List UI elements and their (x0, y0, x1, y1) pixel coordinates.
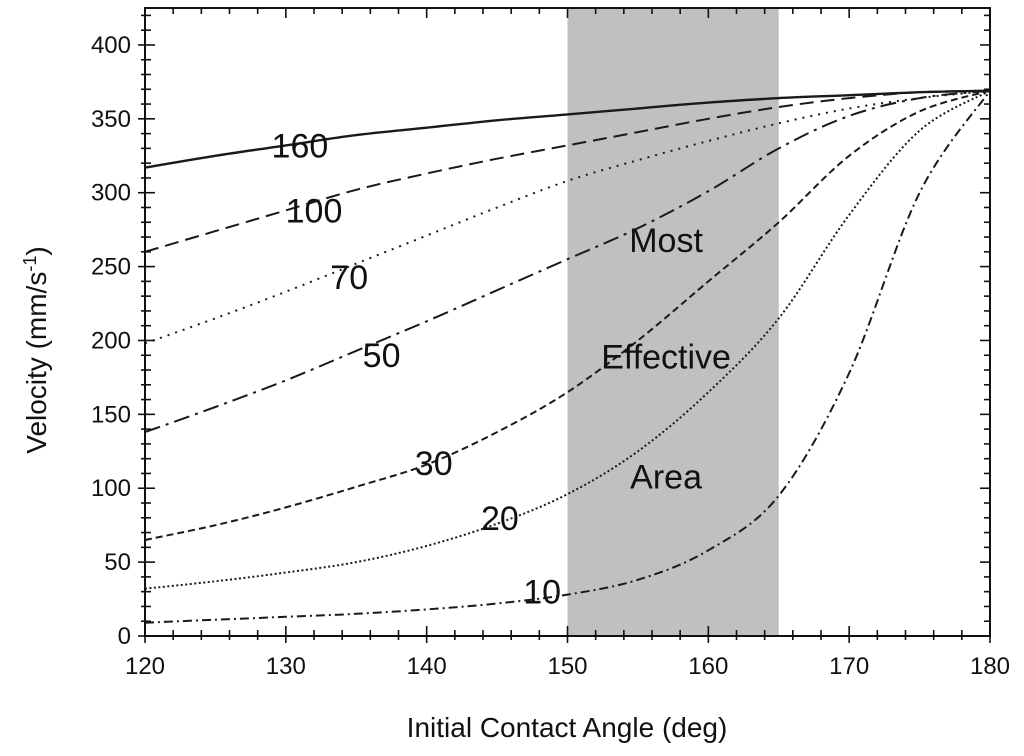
y-tick-label: 50 (104, 549, 131, 576)
most-effective-region (567, 8, 779, 636)
series-line-100 (144, 89, 991, 253)
curve-label-100: 100 (286, 192, 343, 230)
y-tick-label: 100 (91, 475, 131, 502)
x-tick-label: 120 (125, 653, 165, 680)
y-axis-title-close: ) (21, 246, 52, 255)
y-tick-label: 150 (91, 401, 131, 428)
y-tick-label: 300 (91, 180, 131, 207)
labels-layer: 120 130 140 150 160 170 180 0 50 100 150 200 250 300 3… (91, 32, 1010, 680)
x-axis-title: Initial Contact Angle (deg) (407, 712, 728, 743)
y-axis-title: Velocity (mm/s-1) (20, 246, 52, 453)
y-axis-title-main: Velocity (mm/s (21, 272, 52, 454)
y-tick-label: 400 (91, 32, 131, 59)
y-axis-title-superscript: -1 (20, 256, 40, 272)
x-tick-label: 170 (829, 653, 869, 680)
region-label-effective: Effective (601, 339, 731, 377)
x-tick-label: 130 (266, 653, 306, 680)
curve-label-10: 10 (523, 574, 561, 612)
series-line-10 (144, 90, 991, 624)
region-label-most: Most (629, 222, 703, 260)
x-tick-label: 160 (688, 653, 728, 680)
series-layer (144, 89, 991, 624)
series-line-30 (144, 89, 991, 541)
curve-label-50: 50 (363, 337, 401, 375)
y-tick-label: 0 (118, 623, 131, 650)
series-line-160 (144, 89, 991, 169)
y-tick-label: 200 (91, 327, 131, 354)
curve-label-20: 20 (481, 500, 519, 538)
shaded-region-layer (567, 8, 779, 636)
x-tick-label: 180 (970, 653, 1010, 680)
x-tick-label: 140 (407, 653, 447, 680)
region-label-area: Area (630, 458, 702, 496)
x-tick-label: 150 (547, 653, 587, 680)
curve-label-70: 70 (330, 259, 368, 297)
y-tick-label: 250 (91, 254, 131, 281)
ticks-layer (138, 8, 991, 643)
curve-label-30: 30 (415, 445, 453, 483)
series-line-50 (144, 89, 991, 434)
y-tick-label: 350 (91, 106, 131, 133)
curve-label-160: 160 (272, 127, 329, 165)
